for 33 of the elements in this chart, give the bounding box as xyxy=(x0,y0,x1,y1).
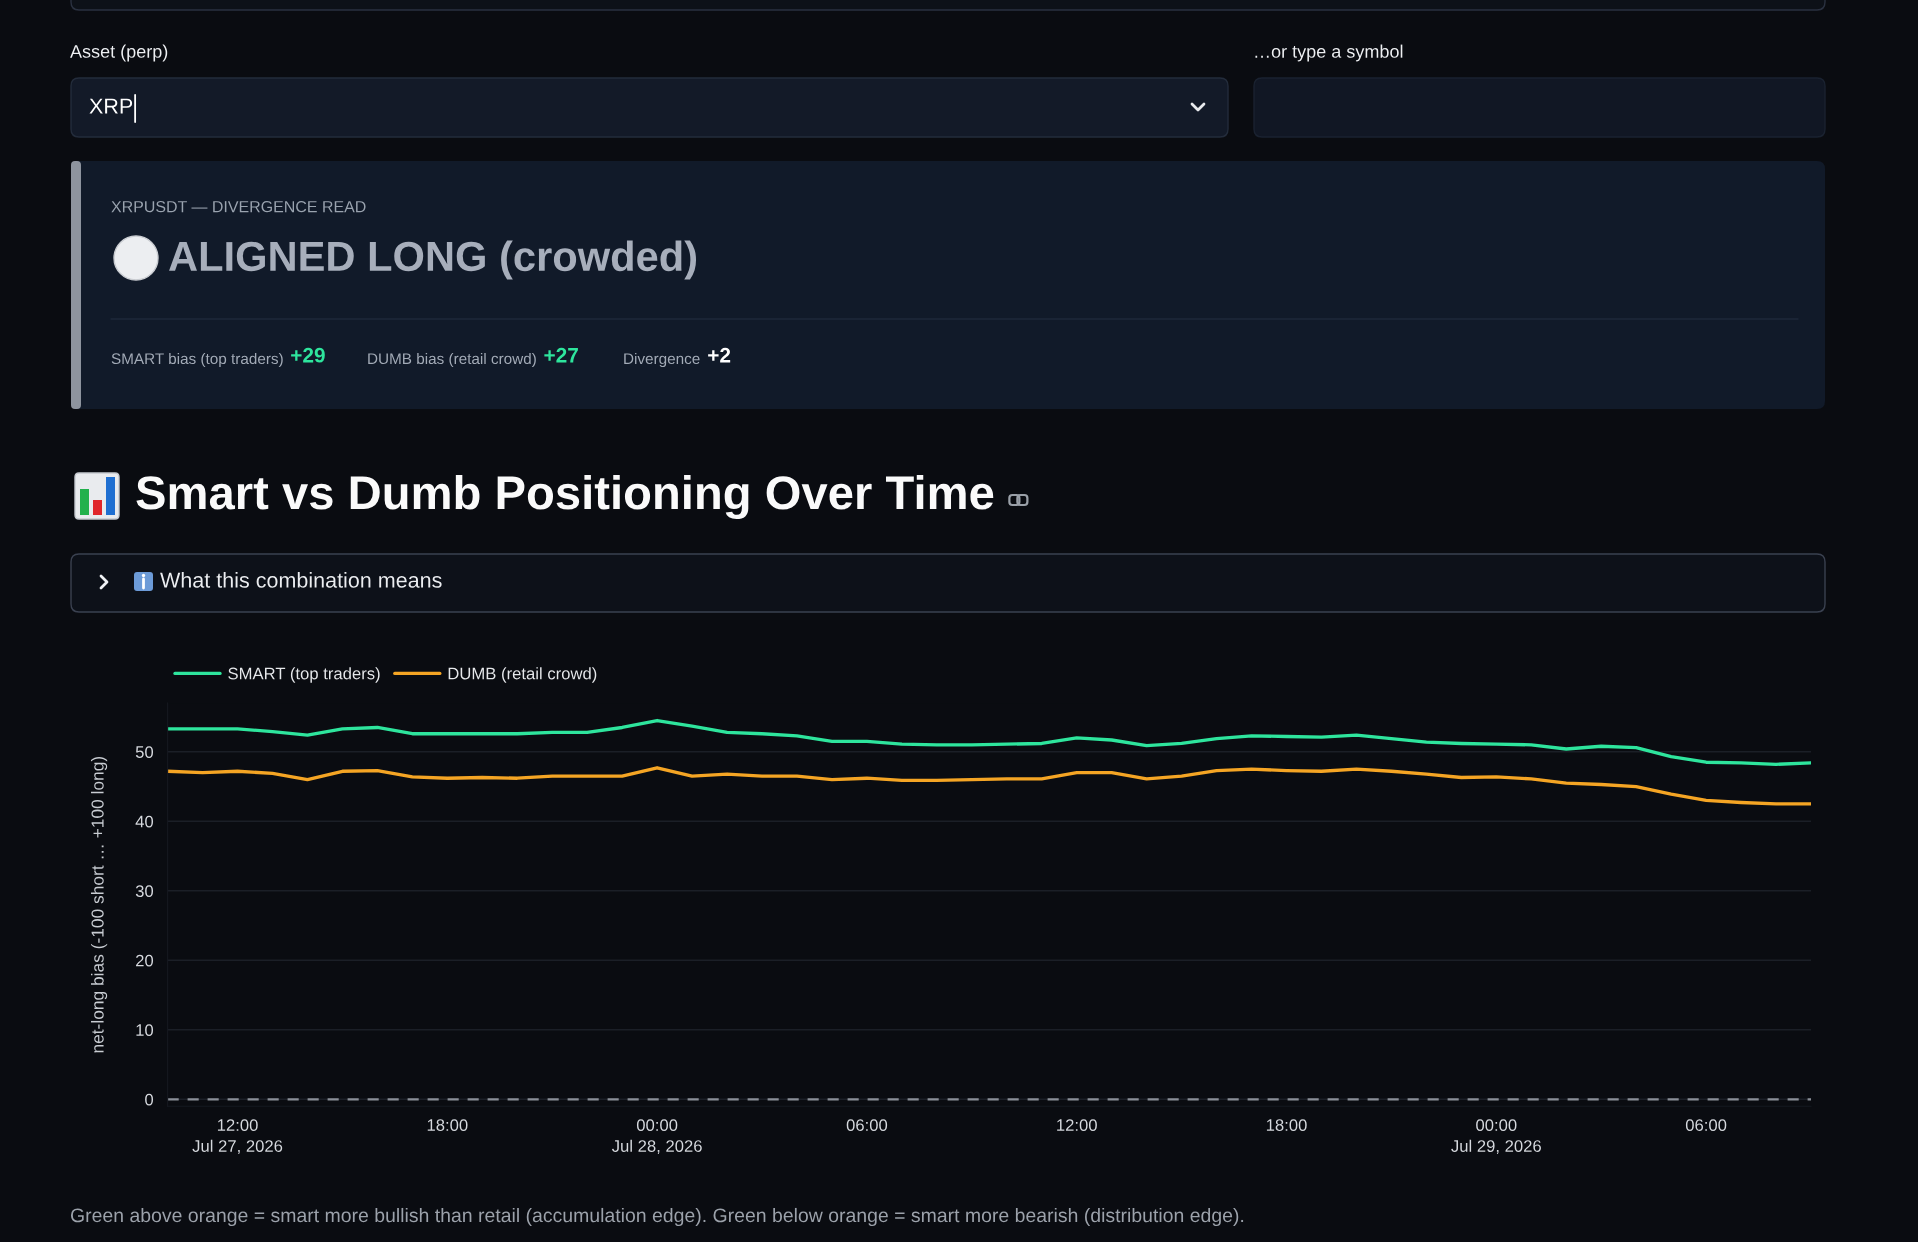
text: ALIGNED LONG (crowded) xyxy=(169,240,697,280)
text: +27 xyxy=(544,347,578,363)
chart-title: Smart vs Dumb Positioning Over Time xyxy=(136,474,994,520)
text: Asset (perp) xyxy=(70,44,168,62)
text: DUMB bias (retail crowd) xyxy=(368,352,536,368)
text: Divergence xyxy=(624,352,700,368)
x-tick-label: 18:00 xyxy=(427,1119,468,1131)
text: +29 xyxy=(291,347,325,363)
text: XRPUSDT — DIVERGENCE READ xyxy=(111,200,366,213)
y-tick-label: 0 xyxy=(145,1093,154,1106)
text: +2 xyxy=(708,347,731,363)
y-tick-label: 40 xyxy=(135,815,154,828)
chart-subtitle: What this combination means xyxy=(160,571,442,588)
legend-label: DUMB (retail crowd) xyxy=(448,667,597,683)
line-series xyxy=(167,718,1811,766)
x-tick-label: 12:00 Jul 27, 2026 xyxy=(192,1119,283,1154)
x-tick-label: 06:00 xyxy=(846,1119,888,1131)
y-tick-label: 20 xyxy=(136,954,154,967)
text: XRP xyxy=(89,98,133,114)
text: SMART bias (top traders) xyxy=(111,352,283,368)
y-axis-title: net-long bias (-100 short … +100 long) xyxy=(90,756,108,1053)
line-series xyxy=(167,766,1811,806)
text: …or type a symbol xyxy=(1255,44,1403,62)
x-tick-label: 00:00 Jul 28, 2026 xyxy=(611,1119,702,1154)
x-tick-label: 12:00 xyxy=(1057,1119,1097,1131)
x-tick-label: 00:00 Jul 29, 2026 xyxy=(1451,1119,1541,1154)
x-tick-label: 06:00 xyxy=(1685,1119,1727,1131)
x-tick-label: 18:00 xyxy=(1266,1119,1307,1131)
y-tick-label: 30 xyxy=(135,885,154,897)
y-tick-label: 50 xyxy=(135,746,154,758)
text: Green above orange = smart more bullish than retail (accumulation edge). Green below orange = smart more bearish (distribution edge). xyxy=(70,1207,1244,1227)
legend-label: SMART (top traders) xyxy=(228,667,380,683)
y-tick-label: 10 xyxy=(136,1024,154,1036)
